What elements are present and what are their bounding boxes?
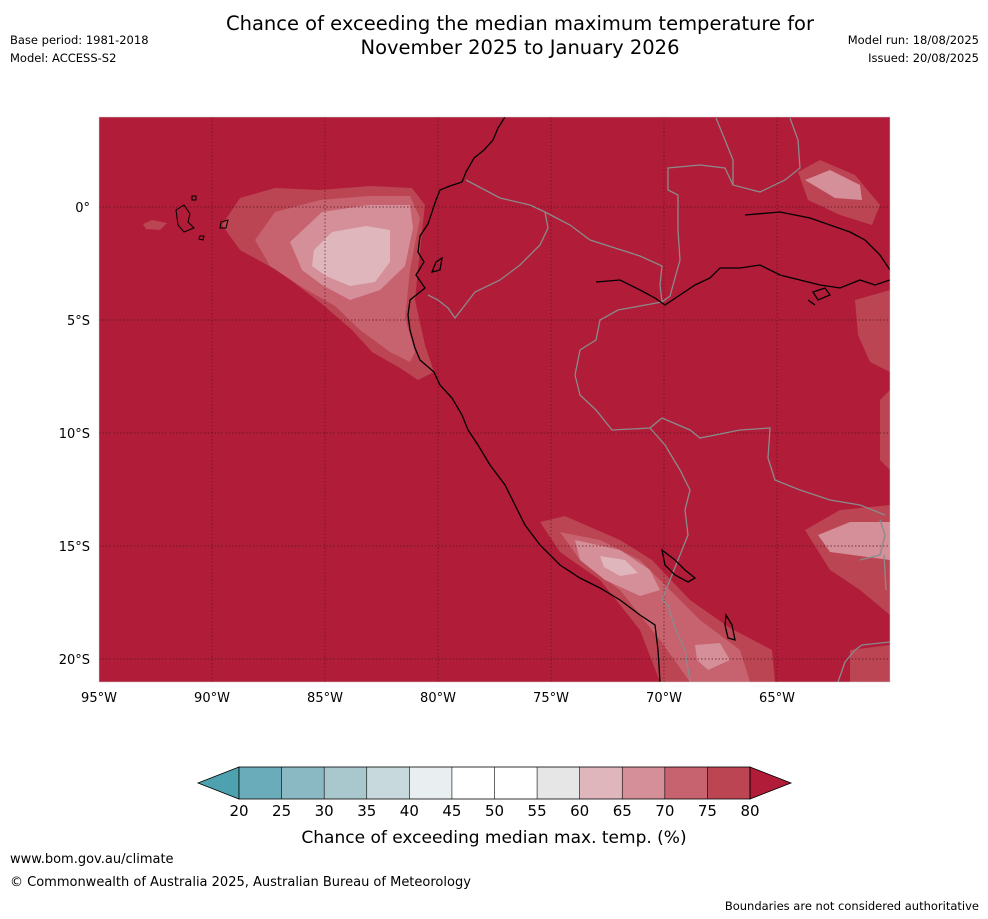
footer-url: www.bom.gov.au/climate: [10, 852, 174, 867]
title-line-1: Chance of exceeding the median maximum t…: [225, 12, 815, 35]
lon-label-70w: 70°W: [646, 691, 682, 706]
colorbar-segment: [281, 767, 325, 799]
contour-70-east: [855, 290, 890, 372]
colorbar-segment: [579, 767, 623, 799]
contour-80-south-2: [695, 643, 730, 670]
lat-label-0: 0°: [75, 201, 90, 216]
lon-axis-labels: 95°W 90°W 85°W 80°W 75°W 70°W 65°W: [81, 691, 795, 706]
lat-label-10s: 10°S: [59, 427, 90, 442]
colorbar-tick-label: 75: [698, 802, 717, 820]
colorbar-tick-label: 60: [570, 802, 589, 820]
colorbar-tick-label: 70: [655, 802, 674, 820]
colorbar-segment: [664, 767, 708, 799]
meta-right: Model run: 18/08/2025 Issued: 20/08/2025: [848, 31, 979, 67]
lon-label-75w: 75°W: [533, 691, 569, 706]
map-background: [99, 117, 890, 682]
colorbar-tick-label: 80: [740, 802, 759, 820]
lat-axis-labels: 0° 5°S 10°S 15°S 20°S: [59, 201, 90, 668]
colorbar-tick-label: 30: [315, 802, 334, 820]
base-period: Base period: 1981-2018: [10, 33, 149, 47]
contour-80-north: [805, 170, 862, 200]
colorbar-label: Chance of exceeding median max. temp. (%…: [301, 828, 686, 848]
lon-label-85w: 85°W: [307, 691, 343, 706]
contour-70-se: [850, 645, 890, 682]
colorbar: [196, 766, 793, 800]
meta-left: Base period: 1981-2018 Model: ACCESS-S2: [10, 31, 149, 67]
colorbar-extend-low: [196, 766, 240, 800]
colorbar-extend-high: [749, 766, 793, 800]
model-run: Model run: 18/08/2025: [847, 33, 979, 47]
colorbar-segment: [409, 767, 453, 799]
contour-70-east-2: [880, 390, 890, 470]
model-name: Model: ACCESS-S2: [10, 51, 117, 65]
colorbar-tick-label: 25: [272, 802, 291, 820]
title-line-2: November 2025 to January 2026: [360, 36, 680, 59]
colorbar-segment: [451, 767, 495, 799]
colorbar-tick-label: 50: [485, 802, 504, 820]
coastlines: [407, 117, 890, 682]
colorbar-segment: [622, 767, 666, 799]
lon-label-95w: 95°W: [81, 691, 117, 706]
lat-label-15s: 15°S: [59, 540, 90, 555]
lat-label-20s: 20°S: [59, 653, 90, 668]
chart-title: Chance of exceeding the median maximum t…: [160, 12, 880, 60]
lon-label-90w: 90°W: [194, 691, 230, 706]
galapagos-islands: [175, 195, 229, 241]
contour-85-south: [600, 556, 638, 576]
footer-copyright: © Commonwealth of Australia 2025, Austra…: [10, 875, 471, 890]
contour-85-pacific: [312, 226, 390, 286]
colorbar-segment: [324, 767, 368, 799]
contour-80-east: [818, 522, 890, 560]
colorbar-segment: [366, 767, 410, 799]
grid-lines: [99, 117, 890, 682]
colorbar-tick-label: 55: [528, 802, 547, 820]
colorbar-tick-label: 20: [229, 802, 248, 820]
issued-date: Issued: 20/08/2025: [868, 51, 979, 65]
map-area: [99, 117, 890, 682]
lat-label-5s: 5°S: [67, 314, 90, 329]
colorbar-segment: [707, 767, 751, 799]
map-frame: [98, 116, 891, 683]
colorbar-tick-label: 65: [613, 802, 632, 820]
lon-label-65w: 65°W: [759, 691, 795, 706]
lon-label-80w: 80°W: [420, 691, 456, 706]
colorbar-tick-label: 40: [400, 802, 419, 820]
colorbar-segment: [239, 767, 282, 799]
colorbar-segment: [537, 767, 580, 799]
contour-70-islet: [143, 220, 167, 230]
country-borders: [427, 117, 890, 682]
footer-disclaimer: Boundaries are not considered authoritat…: [724, 899, 979, 913]
colorbar-tick-label: 45: [442, 802, 461, 820]
colorbar-segment: [494, 767, 538, 799]
colorbar-tick-label: 35: [357, 802, 376, 820]
colorbar-ticks: 20 25 30 35 40 45 50 55 60 65 70 75 80: [229, 802, 759, 820]
